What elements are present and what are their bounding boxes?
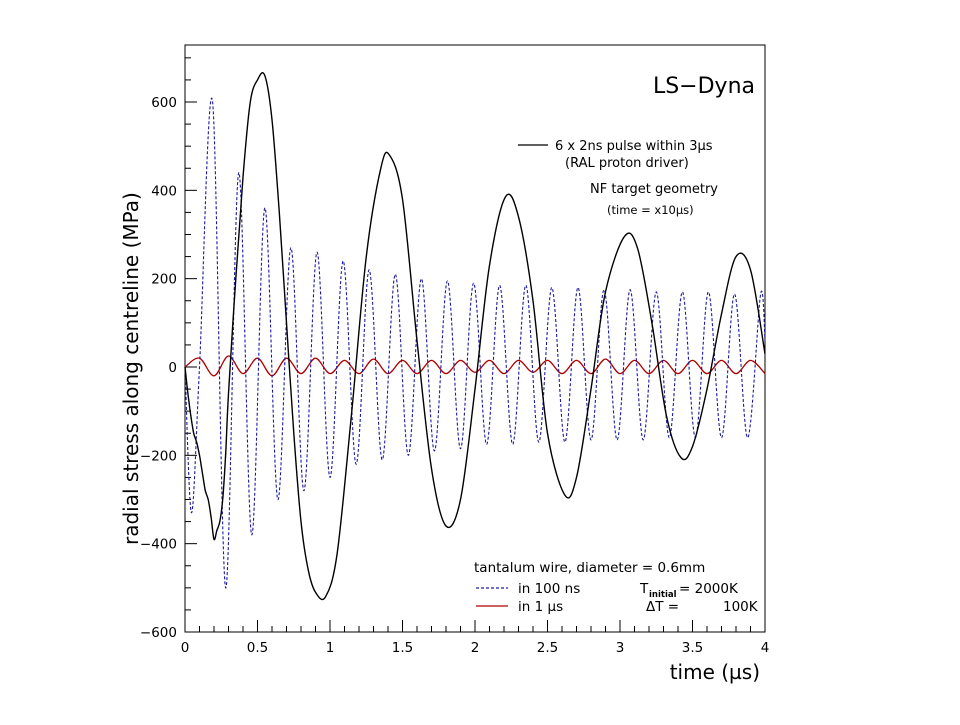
- legend-dashed-label: in 100 ns: [518, 581, 580, 597]
- y-axis-label: radial stress along centreline (MPa): [119, 192, 143, 545]
- delta-t-value: 100K: [723, 599, 759, 615]
- chart-title: LS−Dyna: [653, 74, 755, 99]
- y-tick-label: 200: [151, 272, 177, 288]
- y-tick-label: 400: [151, 183, 177, 199]
- legend-solid-line1: 6 x 2ns pulse within 3µs: [555, 139, 713, 154]
- plot-frame: [184, 44, 766, 633]
- x-tick-label: 0: [181, 640, 190, 656]
- series-solid-line: [184, 72, 766, 601]
- y-tick-label: 0: [168, 360, 177, 376]
- x-tick-label: 1: [326, 640, 335, 656]
- x-tick-label: 0.5: [247, 640, 268, 656]
- x-tick-label: 2: [471, 640, 480, 656]
- t-initial-sub: initial: [649, 590, 677, 600]
- y-tick-label: 600: [151, 95, 177, 111]
- wire-label: tantalum wire, diameter = 0.6mm: [474, 560, 705, 576]
- y-tick-label: −200: [140, 448, 177, 464]
- geometry-line2: (time = x10µs): [607, 203, 694, 217]
- geometry-line1: NF target geometry: [590, 182, 718, 197]
- delta-t-label: ΔT =: [646, 599, 679, 615]
- t-initial-value: = 2000K: [679, 581, 739, 597]
- x-tick-label: 3.5: [682, 640, 703, 656]
- t-initial-prefix: T: [639, 581, 649, 597]
- legend-solid-line2: (RAL proton driver): [565, 156, 689, 171]
- y-tick-label: −600: [140, 625, 177, 641]
- x-tick-label: 2.5: [537, 640, 558, 656]
- y-tick-label: −400: [140, 537, 177, 553]
- x-tick-label: 4: [761, 640, 770, 656]
- x-tick-label: 1.5: [392, 640, 413, 656]
- x-tick-label: 3: [616, 640, 625, 656]
- series-red-line: [184, 355, 766, 377]
- x-axis-label: time (µs): [670, 660, 760, 684]
- legend-red-label: in 1 µs: [518, 599, 563, 615]
- series-dashed-line: [184, 97, 766, 589]
